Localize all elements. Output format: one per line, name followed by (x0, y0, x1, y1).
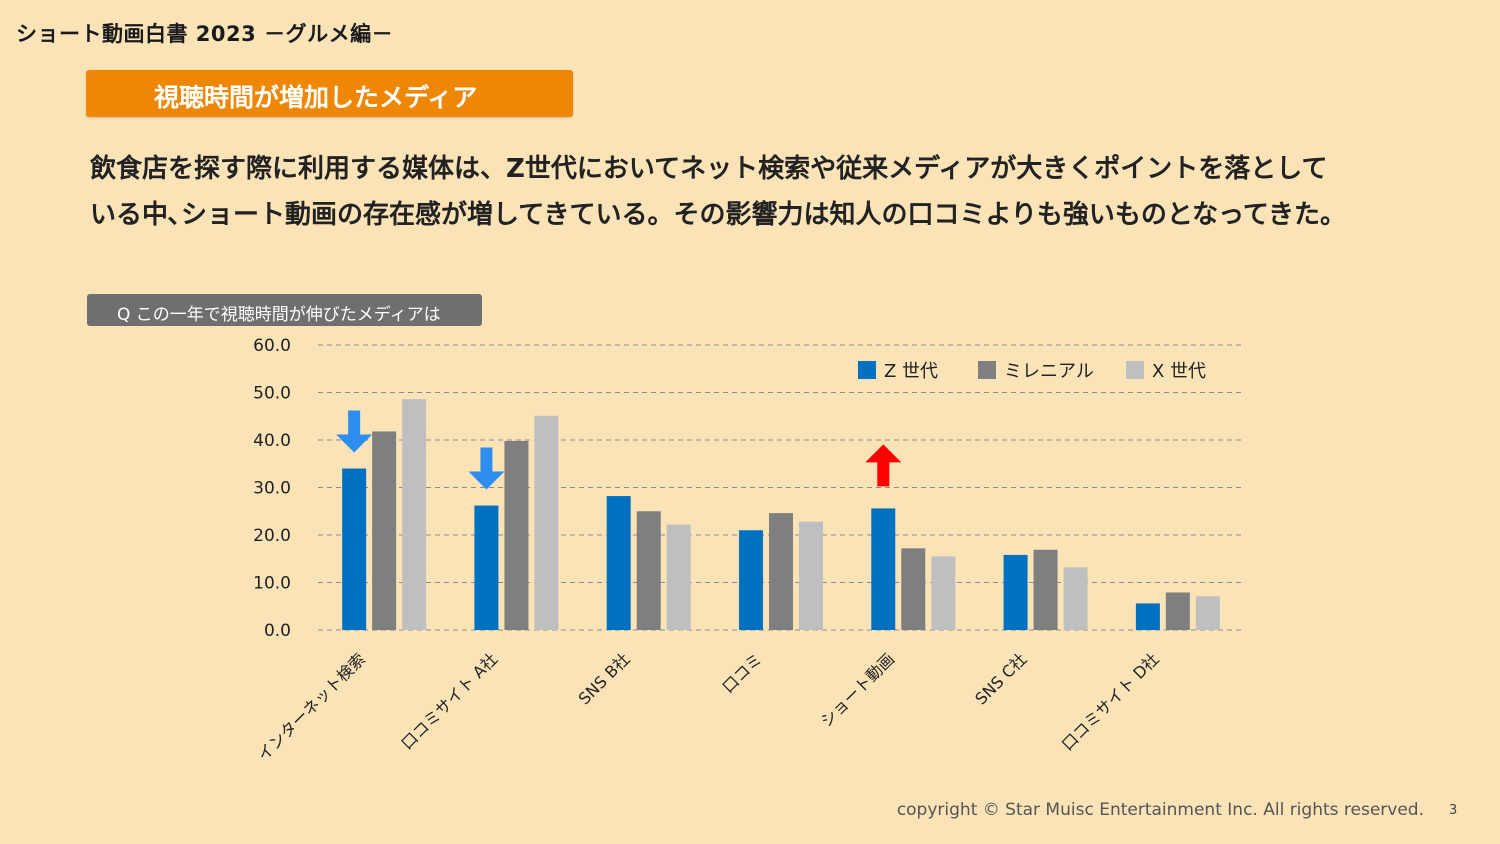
bar-2-5 (901, 548, 926, 630)
lead-paragraph: 飲食店を探す際に利用する媒体は、Z世代においてネット検索や従来メディアが大きくポ… (90, 146, 1410, 238)
bar-2-6 (1033, 549, 1058, 630)
bar-2-2 (504, 440, 529, 630)
bar-2-3 (636, 511, 661, 630)
bar-3-3 (666, 524, 691, 630)
arrow-down-icon (468, 447, 505, 490)
bar-1-7 (1135, 603, 1160, 630)
legend-swatch (858, 361, 876, 379)
bar-1-2 (474, 505, 499, 630)
y-tick-label: 20.0 (253, 526, 291, 546)
bar-2-7 (1165, 592, 1190, 630)
arrow-down-icon (336, 410, 373, 453)
bar-3-2 (534, 415, 559, 630)
x-category-label: 口コミ (718, 649, 765, 696)
x-category-label: 口コミサイト A社 (397, 649, 501, 753)
lead-line-1: 飲食店を探す際に利用する媒体は、Z世代においてネット検索や従来メディアが大きくポ… (90, 154, 1328, 184)
legend-label: ミレニアル (1004, 361, 1094, 382)
y-tick-label: 60.0 (253, 336, 291, 356)
copyright-footer: copyright © Star Muisc Entertainment Inc… (896, 800, 1424, 820)
arrow-up-icon (865, 444, 902, 487)
y-tick-label: 10.0 (253, 574, 291, 594)
question-label-pill: Q この一年で視聴時間が伸びたメディアは (87, 294, 482, 326)
page-number: 3 (1449, 803, 1458, 818)
bar-1-3 (606, 496, 631, 630)
legend-swatch (1126, 361, 1144, 379)
y-tick-label: 0.0 (264, 621, 291, 641)
bar-3-5 (931, 556, 956, 630)
legend-swatch (978, 361, 996, 379)
legend-label: Z 世代 (884, 361, 938, 382)
bar-2-1 (372, 431, 397, 630)
lead-line-2: いる中､ショート動画の存在感が増してきている。その影響力は知人の口コミよりも強い… (90, 200, 1347, 230)
bar-1-4 (739, 530, 763, 630)
y-tick-label: 30.0 (253, 479, 291, 499)
x-category-label: インターネット検索 (254, 649, 369, 764)
section-title-band: 視聴時間が増加したメディア (86, 70, 573, 117)
y-tick-label: 40.0 (253, 431, 291, 451)
y-tick-label: 50.0 (253, 384, 291, 404)
question-label: Q この一年で視聴時間が伸びたメディアは (117, 305, 441, 325)
bar-3-6 (1063, 567, 1088, 630)
bar-3-1 (402, 399, 427, 630)
x-category-label: SNS B社 (575, 649, 634, 708)
bar-1-1 (342, 468, 367, 630)
bar-3-4 (799, 521, 823, 630)
legend-label: X 世代 (1152, 361, 1206, 382)
x-category-label: 口コミサイト D社 (1058, 649, 1163, 754)
bar-3-7 (1195, 596, 1220, 630)
x-category-label: ショート動画 (817, 649, 898, 730)
bar-2-4 (769, 513, 793, 630)
section-title: 視聴時間が増加したメディア (154, 83, 478, 112)
bar-1-6 (1003, 554, 1028, 630)
bar-1-5 (871, 508, 896, 630)
document-title: ショート動画白書 2023 －グルメ編－ (16, 22, 394, 46)
x-category-label: SNS C社 (971, 649, 1030, 708)
